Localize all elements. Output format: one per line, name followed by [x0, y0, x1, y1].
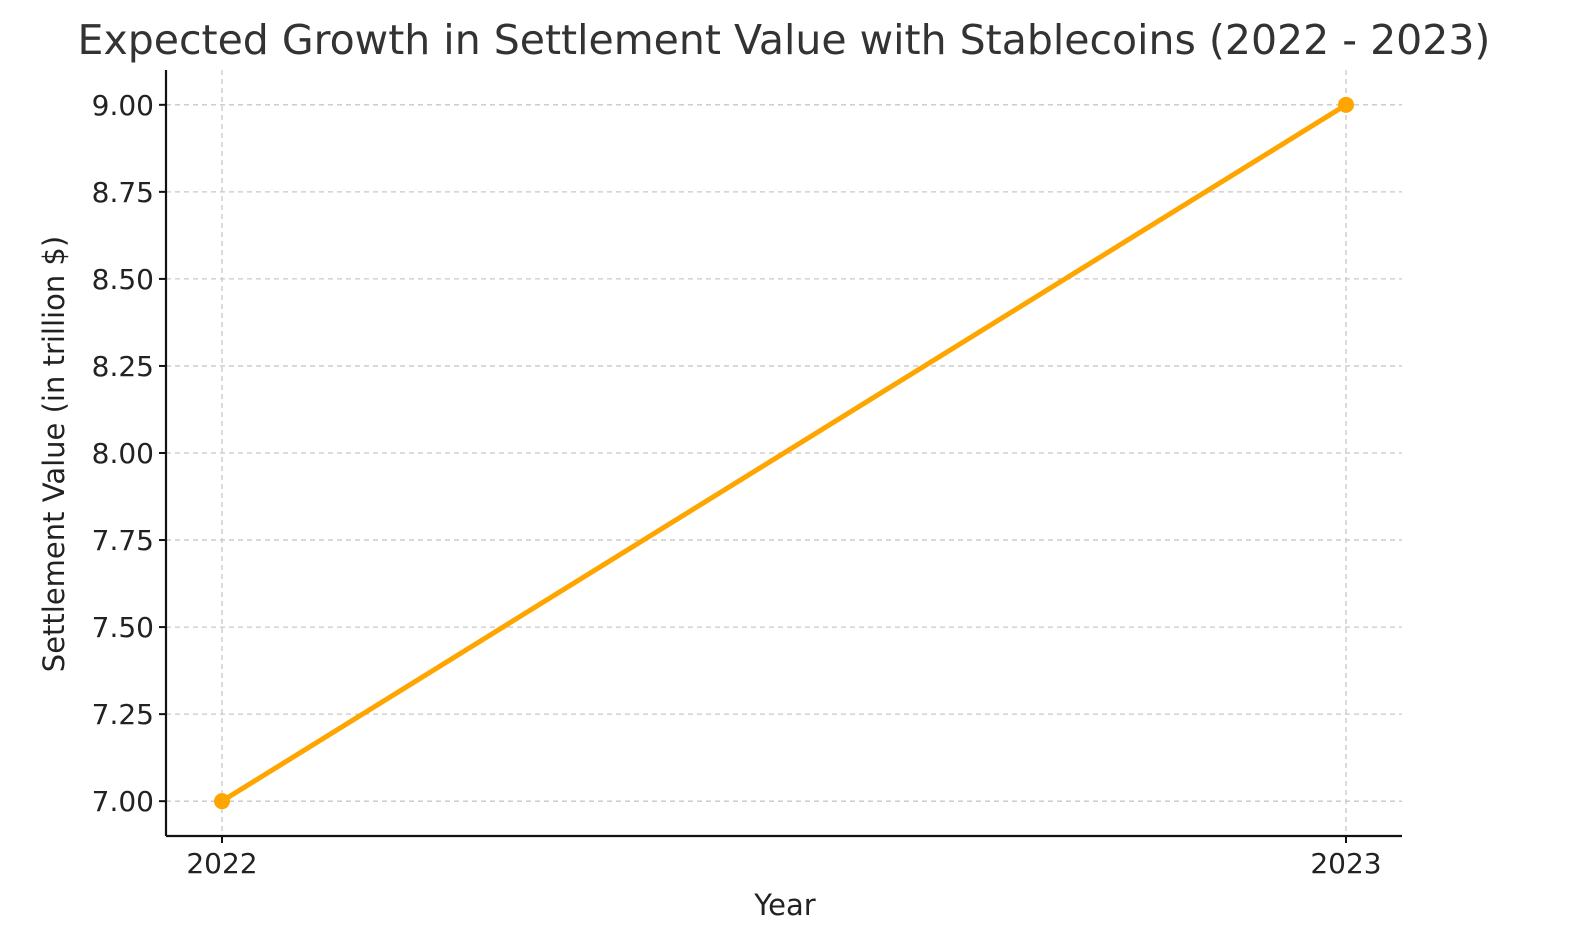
y-tick-label: 8.25: [92, 350, 154, 383]
y-axis-label: Settlement Value (in trillion $): [37, 236, 71, 672]
chart-title: Expected Growth in Settlement Value with…: [78, 16, 1491, 64]
y-tick-label: 8.50: [92, 263, 154, 296]
grid: [166, 70, 1402, 836]
x-tick-label: 2023: [1310, 847, 1381, 880]
y-tick-label: 7.50: [92, 611, 154, 644]
series-line: [219, 102, 1349, 804]
tick-labels: 7.00 7.25 7.50 7.75 8.00 8.25 8.50 8.75 9.00 2022…: [92, 89, 1382, 880]
x-tick-label: 2022: [186, 847, 257, 880]
series-layer: [214, 96, 1354, 810]
y-tick-label: 8.00: [92, 437, 154, 470]
data-point: [214, 793, 230, 810]
y-tick-label: 7.25: [92, 698, 154, 731]
axes: [159, 70, 1402, 843]
y-tick-label: 7.75: [92, 524, 154, 557]
data-point: [1338, 96, 1354, 113]
y-tick-label: 7.00: [92, 785, 154, 818]
x-axis-label: Year: [753, 888, 815, 922]
y-tick-label: 8.75: [92, 176, 154, 209]
y-tick-label: 9.00: [92, 89, 154, 122]
